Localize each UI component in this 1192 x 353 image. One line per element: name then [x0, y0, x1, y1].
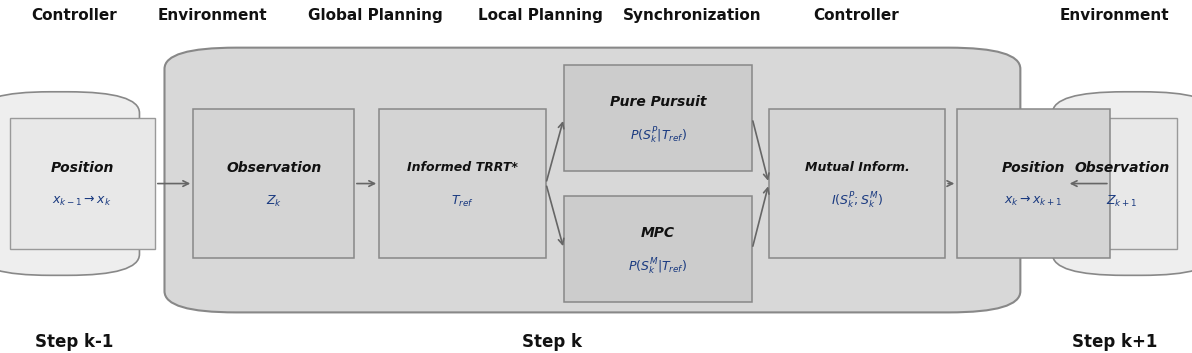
FancyBboxPatch shape: [164, 48, 1020, 312]
FancyBboxPatch shape: [0, 92, 139, 275]
Text: Observation: Observation: [226, 161, 322, 175]
Bar: [564, 196, 752, 302]
Text: Environment: Environment: [1060, 8, 1169, 23]
Text: Informed TRRT*: Informed TRRT*: [406, 161, 519, 174]
Bar: [769, 109, 945, 258]
Text: $T_{ref}$: $T_{ref}$: [451, 194, 474, 209]
Text: $Z_{k+1}$: $Z_{k+1}$: [1106, 194, 1137, 209]
Text: Position: Position: [50, 161, 114, 175]
Text: Observation: Observation: [1074, 161, 1169, 175]
FancyBboxPatch shape: [1053, 92, 1192, 275]
Bar: [564, 65, 752, 171]
Text: Local Planning: Local Planning: [478, 8, 602, 23]
Text: $x_k \rightarrow x_{k+1}$: $x_k \rightarrow x_{k+1}$: [1004, 194, 1063, 208]
Text: $Z_k$: $Z_k$: [266, 194, 283, 209]
Text: $x_{k-1} \rightarrow x_k$: $x_{k-1} \rightarrow x_k$: [52, 194, 112, 208]
Bar: [1067, 118, 1177, 249]
Text: Step k-1: Step k-1: [35, 333, 113, 351]
Text: $P(S_k^{M}|T_{ref})$: $P(S_k^{M}|T_{ref})$: [628, 256, 688, 277]
Text: Mutual Inform.: Mutual Inform.: [805, 161, 909, 174]
Bar: [193, 109, 354, 258]
Bar: [379, 109, 546, 258]
Text: Environment: Environment: [157, 8, 267, 23]
Text: Controller: Controller: [813, 8, 899, 23]
Text: Pure Pursuit: Pure Pursuit: [610, 95, 706, 109]
Text: Step k+1: Step k+1: [1072, 333, 1157, 351]
Text: $I(S_k^P; S_k^M)$: $I(S_k^P; S_k^M)$: [831, 191, 883, 211]
Text: Global Planning: Global Planning: [308, 8, 443, 23]
Text: Controller: Controller: [31, 8, 117, 23]
Text: MPC: MPC: [641, 226, 675, 240]
Text: Position: Position: [1001, 161, 1066, 175]
Text: $P(S_k^{P}|T_{ref})$: $P(S_k^{P}|T_{ref})$: [629, 126, 687, 146]
Bar: [10, 118, 155, 249]
Text: Synchronization: Synchronization: [623, 8, 762, 23]
Text: Step k: Step k: [522, 333, 582, 351]
Bar: [957, 109, 1110, 258]
